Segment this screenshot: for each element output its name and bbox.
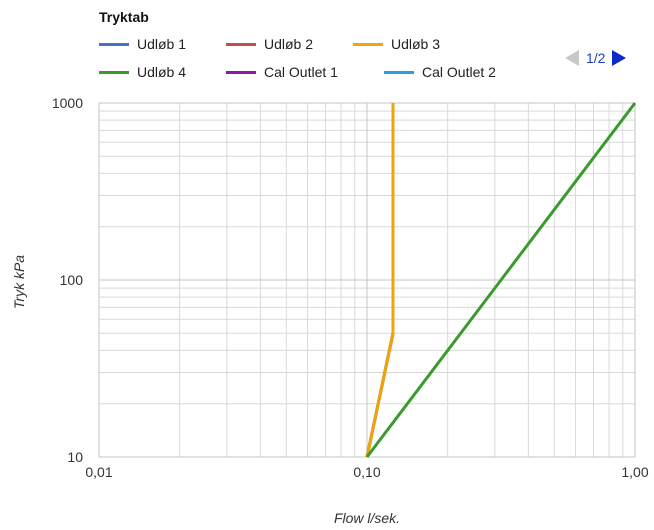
y-tick-label: 1000 <box>52 95 83 111</box>
y-tick-label: 100 <box>60 272 84 288</box>
y-tick-label: 10 <box>67 449 83 465</box>
x-tick-label: 1,00 <box>621 464 648 480</box>
tick-layer: 0,01 0,10 1,00 10 100 1000 <box>52 95 649 480</box>
y-axis-label: Tryk kPa <box>11 255 27 309</box>
x-tick-label: 0,10 <box>353 464 380 480</box>
x-tick-label: 0,01 <box>85 464 112 480</box>
x-axis-label: Flow l/sek. <box>334 510 400 526</box>
